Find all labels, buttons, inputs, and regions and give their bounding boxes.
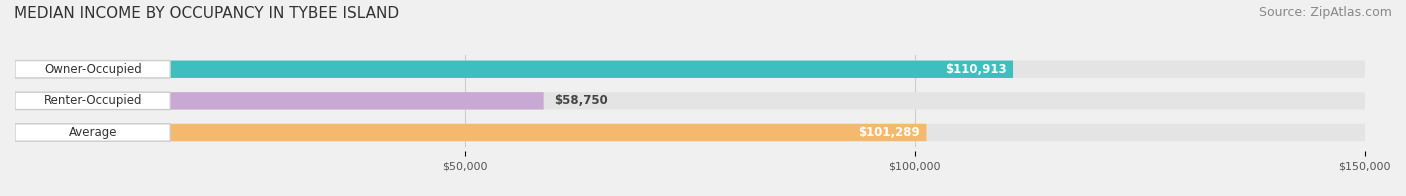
FancyBboxPatch shape <box>15 61 1365 78</box>
Text: $101,289: $101,289 <box>858 126 920 139</box>
FancyBboxPatch shape <box>15 124 927 141</box>
Text: Renter-Occupied: Renter-Occupied <box>44 94 142 107</box>
FancyBboxPatch shape <box>15 92 1365 110</box>
Text: MEDIAN INCOME BY OCCUPANCY IN TYBEE ISLAND: MEDIAN INCOME BY OCCUPANCY IN TYBEE ISLA… <box>14 6 399 21</box>
Text: Source: ZipAtlas.com: Source: ZipAtlas.com <box>1258 6 1392 19</box>
FancyBboxPatch shape <box>15 61 1014 78</box>
Text: Owner-Occupied: Owner-Occupied <box>45 63 142 76</box>
FancyBboxPatch shape <box>15 92 170 110</box>
FancyBboxPatch shape <box>15 61 170 78</box>
Text: $110,913: $110,913 <box>945 63 1007 76</box>
FancyBboxPatch shape <box>15 92 544 110</box>
Text: $58,750: $58,750 <box>554 94 609 107</box>
FancyBboxPatch shape <box>15 124 170 141</box>
Text: Average: Average <box>69 126 118 139</box>
FancyBboxPatch shape <box>15 124 1365 141</box>
